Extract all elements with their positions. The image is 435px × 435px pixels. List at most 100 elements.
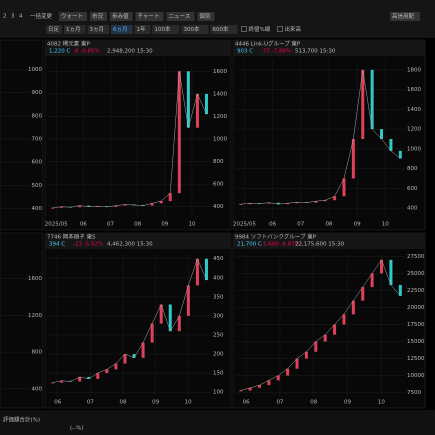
tab-label[interactable]: 歩み値 <box>112 12 129 20</box>
stock-name[interactable]: 7746 岡本硝子 東S <box>47 233 96 241</box>
checkbox[interactable] <box>241 26 247 32</box>
y-tick-label: 150 <box>213 371 224 377</box>
candle <box>114 205 118 207</box>
candle <box>60 380 64 383</box>
period-button[interactable] <box>46 25 62 34</box>
tab-button[interactable] <box>135 12 164 21</box>
y-tick-label: 400 <box>407 206 418 212</box>
period-label[interactable]: 3ヵ月 <box>90 26 105 33</box>
volume-time: 513,700 15:30 <box>295 49 336 55</box>
checkbox-label[interactable]: 出来高 <box>285 25 302 33</box>
period-button[interactable] <box>64 25 86 34</box>
x-tick-label: 08 <box>134 222 141 228</box>
y-tick-label: 17500 <box>407 322 425 328</box>
y-tick-label: 1400 <box>213 91 227 97</box>
price: 394 C <box>49 242 65 248</box>
tab-button[interactable] <box>197 12 215 21</box>
stock-name[interactable]: 4446 Link-Uグループ 東P <box>235 40 301 48</box>
checkbox-label[interactable]: 終値%線 <box>249 25 271 33</box>
tab-number[interactable]: 3 <box>11 14 15 20</box>
period-button[interactable] <box>134 25 151 34</box>
period-label[interactable]: 600本 <box>213 25 229 33</box>
x-tick-label: 2025/05 <box>45 222 68 228</box>
panel-header <box>45 233 231 249</box>
y-tick-label: 400 <box>32 206 43 212</box>
y-tick-label: 22500 <box>407 288 425 294</box>
right-button-label[interactable]: 高信用配 <box>392 12 415 20</box>
x-tick-label: 06 <box>269 222 276 228</box>
candle <box>398 285 402 296</box>
y-tick-label: 1200 <box>28 313 42 319</box>
x-tick-label: 08 <box>325 222 332 228</box>
tab-button[interactable] <box>166 12 195 21</box>
candle <box>87 376 91 379</box>
candle <box>78 205 82 208</box>
candle <box>370 69 374 130</box>
tab-button[interactable] <box>110 12 133 21</box>
candle <box>370 273 374 288</box>
y-tick-label: 600 <box>32 160 43 166</box>
volume-time: 4,462,300 15:30 <box>107 242 153 248</box>
y-tick-label: 25000 <box>407 271 425 277</box>
period-label[interactable]: 日足 <box>48 26 60 33</box>
change: -8 -0.65% <box>73 49 100 55</box>
tab-label[interactable]: ウォート <box>61 12 83 20</box>
candle <box>361 287 365 301</box>
period-button[interactable] <box>152 25 180 34</box>
candle <box>380 259 384 274</box>
stock-name[interactable]: 9984 ソフトバンクグループ 東P <box>235 233 317 241</box>
candle <box>295 358 299 369</box>
y-tick-label: 1600 <box>28 276 42 282</box>
tab-label[interactable]: 市況 <box>92 12 104 20</box>
tab-number[interactable]: 2 <box>3 14 7 20</box>
y-tick-label: 250 <box>213 332 224 338</box>
x-tick-label: 10 <box>382 222 389 228</box>
y-tick-label: 700 <box>32 137 43 143</box>
tab-button[interactable] <box>90 12 107 21</box>
y-tick-label: 400 <box>213 204 224 210</box>
x-tick-label: 10 <box>188 222 195 228</box>
period-label[interactable]: 1ヵ月 <box>66 26 81 33</box>
y-tick-label: 450 <box>213 256 224 262</box>
candle <box>239 390 243 392</box>
candle <box>96 206 100 207</box>
candle <box>177 71 181 194</box>
period-button[interactable] <box>87 25 110 34</box>
tab-label[interactable]: チャート <box>138 13 160 20</box>
x-tick-label: 09 <box>344 400 351 406</box>
candle <box>248 387 252 391</box>
period-label[interactable]: 1年 <box>137 25 146 33</box>
candle <box>87 205 91 207</box>
tab-button[interactable] <box>59 12 87 21</box>
candle <box>114 363 118 370</box>
x-tick-label: 08 <box>310 400 317 406</box>
price: 903 C <box>237 49 253 55</box>
period-button[interactable] <box>181 25 209 34</box>
checkbox[interactable] <box>277 26 283 32</box>
tab-label[interactable]: 一括変更 <box>30 12 53 20</box>
footer-label: 評価額合計(%) <box>3 416 40 424</box>
period-button[interactable] <box>210 25 238 34</box>
stock-name[interactable]: 4082 稀元素 東P <box>47 40 90 48</box>
y-tick-label: 350 <box>213 294 224 300</box>
candle <box>60 206 64 208</box>
period-label[interactable]: 100本 <box>155 25 171 33</box>
right-button[interactable] <box>390 12 420 21</box>
tab-label[interactable]: ニュース <box>169 13 191 20</box>
close-line <box>52 258 207 383</box>
tab-number[interactable]: 4 <box>19 14 23 20</box>
candle <box>168 193 172 202</box>
y-tick-label: 1400 <box>407 107 421 113</box>
candle <box>195 93 199 128</box>
x-tick-label: 06 <box>54 400 61 406</box>
change: -1,600 -6.87% <box>261 242 300 248</box>
y-tick-label: 12500 <box>407 356 425 362</box>
period-label[interactable]: 6ヵ月 <box>113 26 128 33</box>
chart-panel <box>44 232 232 409</box>
period-button[interactable] <box>111 25 133 34</box>
y-tick-label: 1200 <box>213 114 227 120</box>
period-label[interactable]: 300本 <box>184 25 200 33</box>
close-line <box>240 69 401 205</box>
candle <box>389 139 393 151</box>
tab-label[interactable]: 個別 <box>200 12 211 20</box>
